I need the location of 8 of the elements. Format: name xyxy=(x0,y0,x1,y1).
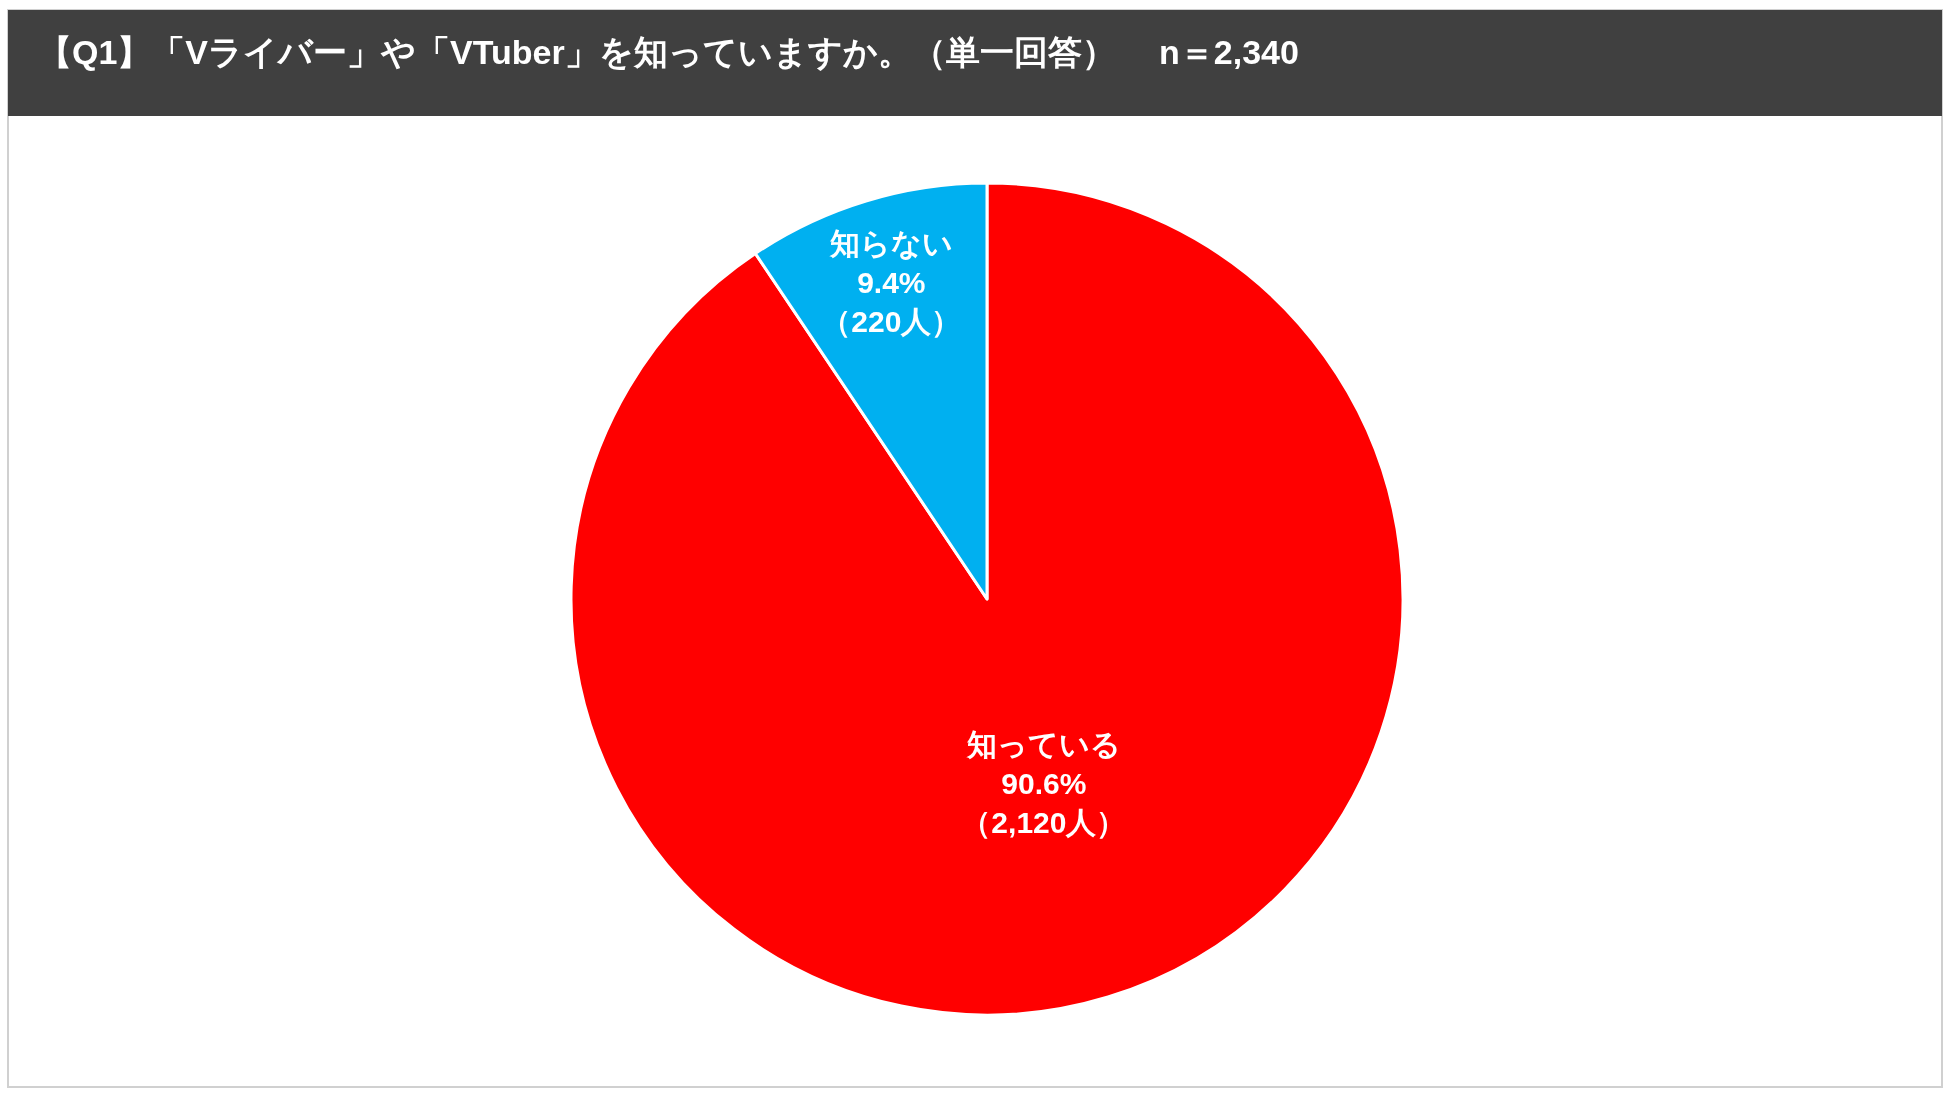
text: （220人） xyxy=(821,304,962,338)
data-label: 9.4% xyxy=(857,265,926,299)
pie-slice xyxy=(570,181,1405,1017)
chart-title: 【Q1】「Vライバー」や「VTuber」を知っていますか。（単一回答） n＝2,340 xyxy=(38,32,1299,71)
slice-label: 知らない xyxy=(828,226,953,260)
text: （2,120人） xyxy=(961,805,1127,839)
slice-label: 知っている xyxy=(965,727,1121,761)
data-label: 90.6% xyxy=(1001,766,1087,800)
